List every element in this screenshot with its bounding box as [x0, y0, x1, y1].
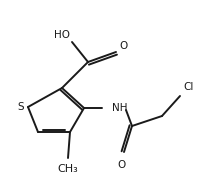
Text: O: O [119, 41, 127, 51]
Text: NH: NH [112, 103, 128, 113]
Text: S: S [17, 102, 24, 112]
Text: Cl: Cl [183, 82, 193, 92]
Text: O: O [118, 160, 126, 170]
Text: HO: HO [54, 30, 70, 40]
Text: CH₃: CH₃ [58, 164, 78, 174]
